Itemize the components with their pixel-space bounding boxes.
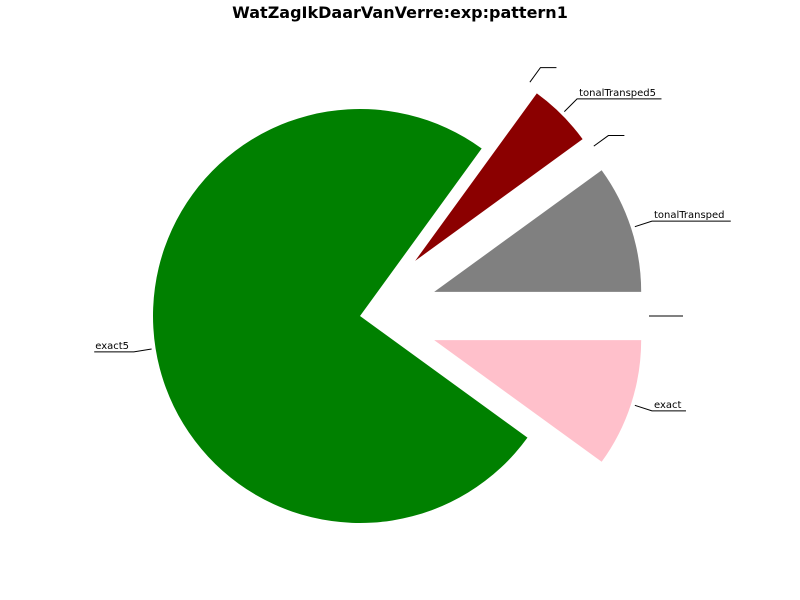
pie-slice-exact5	[153, 109, 528, 523]
pie-slice-tonalTransped5	[415, 93, 583, 261]
leader-line-exact	[634, 404, 686, 412]
chart-title: WatZagIkDaarVanVerre:exp:pattern1	[232, 3, 568, 22]
leader-line-tonalTransped5	[564, 98, 662, 112]
pie-slice-exact	[434, 340, 642, 462]
slice-label-exact5: exact5	[95, 341, 129, 352]
slice-label-tonalTransped5: tonalTransped5	[579, 88, 656, 99]
leader-line-exact5	[94, 348, 152, 353]
slice-label-tonalTransped: tonalTransped	[654, 210, 725, 221]
slice-label-exact: exact	[654, 400, 682, 411]
leader-line-empty-4	[529, 67, 557, 83]
leader-line-tonalTransped	[634, 220, 731, 228]
pie-labels: tonalTransped tonalTransped5 exact5 exact	[94, 67, 731, 412]
pie-slices	[153, 93, 642, 523]
pie-slice-tonalTransped	[434, 170, 642, 292]
leader-line-empty-2	[593, 135, 625, 147]
